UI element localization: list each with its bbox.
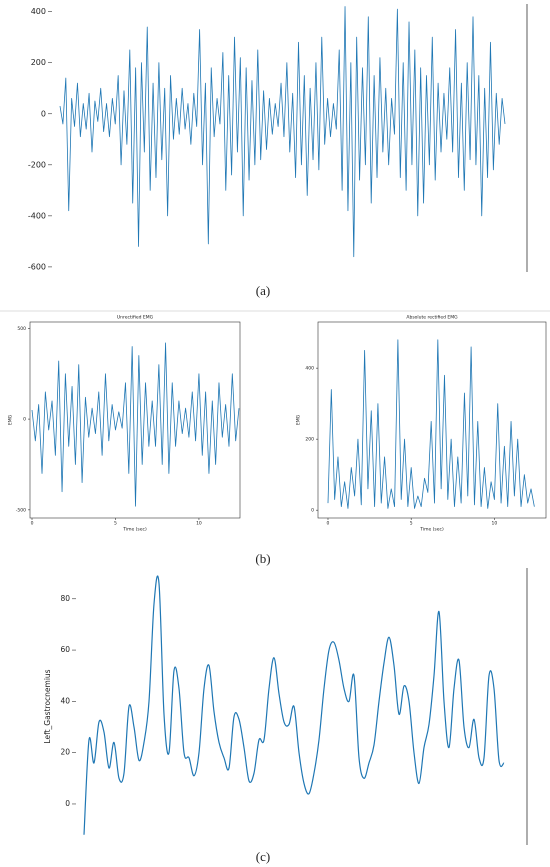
y-tick-label: 200: [305, 437, 314, 443]
y-tick-label: -200: [28, 160, 46, 169]
y-tick-label: -400: [28, 211, 46, 220]
x-axis-label: Time (sec): [419, 527, 444, 533]
x-tick-label: 5: [114, 521, 117, 527]
y-tick-label: 0: [65, 799, 70, 808]
y-tick-label: 80: [60, 594, 70, 603]
y-axis-label: EMG: [296, 414, 302, 425]
x-axis-label: Time (sec): [122, 527, 147, 533]
chart-title: Unrectified EMG: [117, 315, 154, 321]
x-tick-label: 0: [31, 521, 34, 527]
y-tick-label: -600: [28, 262, 46, 271]
caption: (c): [256, 849, 270, 864]
y-axis-label: Left_Gastrocnemius: [43, 669, 52, 743]
y-tick-label: 0: [41, 109, 46, 118]
caption: (a): [256, 283, 270, 298]
y-tick-label: 40: [60, 696, 70, 705]
x-tick-label: 0: [327, 521, 330, 527]
x-tick-label: 10: [196, 521, 202, 527]
frame: [29, 321, 241, 519]
y-tick-label: 200: [31, 58, 46, 67]
y-tick-label: 0: [311, 508, 314, 514]
y-tick-label: 400: [305, 366, 314, 372]
signal-line: [327, 339, 535, 509]
x-tick-label: 10: [492, 521, 498, 527]
signal-line: [31, 342, 240, 507]
y-tick-label: 0: [23, 417, 26, 423]
x-tick-label: 5: [410, 521, 413, 527]
y-tick-label: 60: [60, 645, 70, 654]
y-tick-label: 500: [17, 326, 26, 332]
chart-title: Absolute rectified EMG: [406, 315, 458, 321]
caption: (b): [255, 551, 270, 566]
y-tick-label: 20: [60, 748, 70, 757]
y-axis-label: EMG: [8, 414, 14, 425]
y-tick-label: 400: [31, 7, 46, 16]
frame: [317, 321, 547, 519]
signal-line: [59, 6, 506, 258]
signal-line: [83, 575, 505, 835]
y-tick-label: -500: [16, 507, 26, 513]
